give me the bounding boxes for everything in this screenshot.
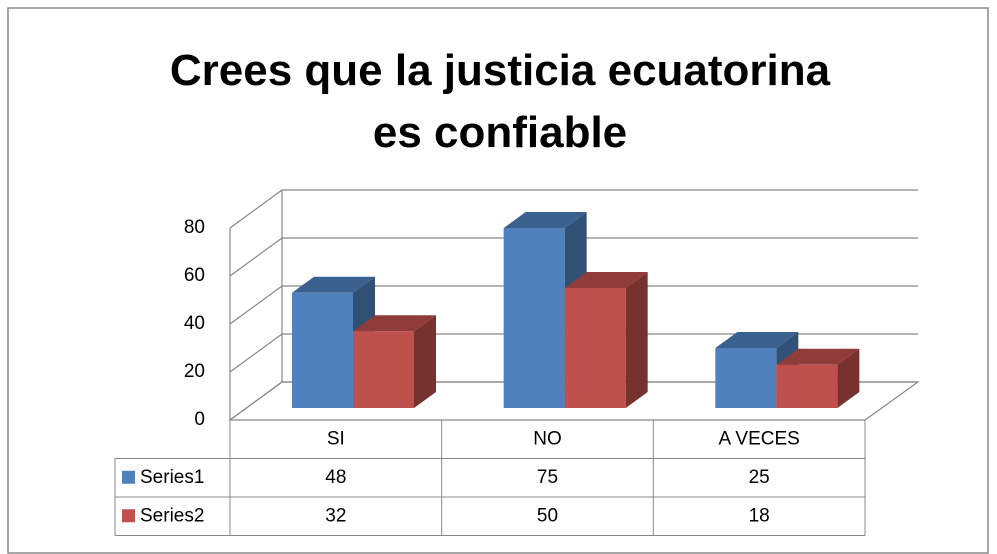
y-tick-label: 20 [184, 361, 205, 382]
bar [564, 288, 626, 408]
y-tick-label: 80 [184, 217, 205, 238]
grid-line [229, 381, 918, 421]
legend-swatch [122, 509, 135, 523]
bar-top [353, 315, 436, 332]
bar-top [503, 212, 587, 228]
bar-side [625, 272, 648, 408]
table-value: 25 [749, 467, 770, 488]
bar-top [564, 272, 648, 288]
grid-line [229, 333, 918, 373]
y-tick-label: 60 [184, 265, 205, 286]
table-value: 50 [537, 505, 558, 526]
bar [715, 348, 777, 408]
y-tick-label: 40 [184, 313, 205, 334]
bar-side [414, 315, 436, 408]
grid-line [229, 189, 918, 229]
bar-top [715, 332, 799, 348]
bar [776, 364, 838, 408]
bar [353, 331, 414, 408]
chart-border [7, 7, 989, 554]
bar [292, 292, 353, 408]
table-value: 48 [325, 467, 346, 488]
x-tick-label: NO [533, 428, 562, 449]
legend-label: Series1 [140, 467, 204, 488]
y-tick-label: 0 [194, 409, 205, 430]
table-value: 32 [325, 505, 346, 526]
legend-label: Series2 [140, 505, 204, 526]
x-tick-label: SI [327, 428, 345, 449]
chart-title: Crees que la justicia ecuatorina es conf… [169, 46, 831, 157]
legend-swatch [122, 470, 135, 484]
bar [503, 228, 565, 408]
x-tick-label: A VECES [719, 428, 800, 449]
table-value: 18 [749, 505, 770, 526]
table-value: 75 [537, 467, 558, 488]
bar-side [837, 348, 860, 408]
bar-top [776, 348, 860, 365]
bar-top [292, 276, 375, 293]
grid-line [229, 237, 918, 277]
grid-line [229, 285, 918, 325]
